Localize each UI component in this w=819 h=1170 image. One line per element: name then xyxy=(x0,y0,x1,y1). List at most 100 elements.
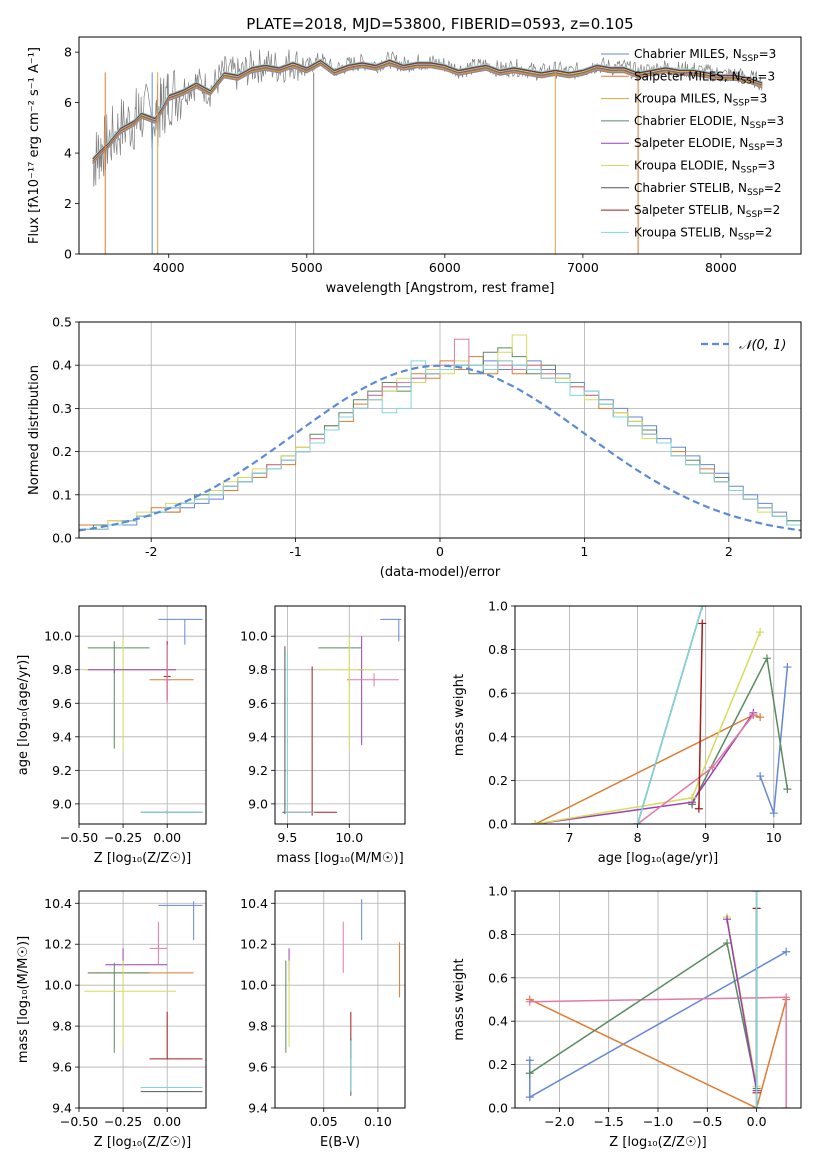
panel-age-vs-Z: −0.50 −0.25 0.00 9.0 9.2 9.4 9.6 9.8 10.0 Z [log₁… xyxy=(16,605,207,866)
legend-label: Chabrier MILES, NSSP=3 xyxy=(634,47,776,64)
y-tick-label: 9.6 xyxy=(248,696,268,711)
y-tick-label: 0.2 xyxy=(488,773,508,788)
panel-age-vs-mass: 9.5 10.0 9.0 9.2 9.4 9.6 9.8 10.0 mass [log₁₀(M/… xyxy=(240,605,406,866)
plot-area xyxy=(79,334,801,532)
y-tick-label: 9.4 xyxy=(248,1101,268,1116)
plot-area xyxy=(282,618,402,816)
weight-marker xyxy=(723,939,732,948)
weight-marker xyxy=(783,785,792,794)
weight-marker xyxy=(633,820,642,824)
y-tick-label: 9.0 xyxy=(248,796,268,811)
x-axis-label: wavelength [Angstrom, rest frame] xyxy=(326,281,555,296)
x-tick-label: 2 xyxy=(725,544,733,559)
legend-label: Salpeter ELODIE, NSSP=3 xyxy=(634,136,783,153)
spectrum-model-line xyxy=(92,59,763,159)
weight-marker xyxy=(531,820,540,824)
y-tick-label: 1.0 xyxy=(488,599,508,614)
y-tick-label: 9.4 xyxy=(52,729,72,744)
y-tick-label: 10.2 xyxy=(240,937,268,952)
weight-line xyxy=(726,919,758,1091)
y-tick-label: 10.4 xyxy=(44,896,72,911)
panel-weight-vs-Z: −2.0 −1.5 −1.0 −0.5 0.0 0.0 0.2 0.4 0.6 0.8 1.0 Z [… xyxy=(452,884,802,1150)
y-tick-label: 9.8 xyxy=(52,1019,72,1034)
y-tick-label: 6 xyxy=(64,95,72,110)
weight-marker xyxy=(525,1093,534,1102)
axes-frame xyxy=(78,321,802,539)
spectrum-model-line xyxy=(92,64,763,165)
plot-area xyxy=(525,891,791,1108)
histogram-step xyxy=(79,360,801,530)
plot-area xyxy=(84,618,203,814)
weight-line xyxy=(698,623,704,809)
weight-line xyxy=(636,606,704,824)
x-axis-label: Z [log₁₀(Z/Z☉)] xyxy=(94,851,191,866)
weight-marker xyxy=(698,606,707,610)
panel-spectrum: 4000 5000 6000 7000 8000 0 2 4 6 8 wavelength [Ang… xyxy=(27,36,802,296)
weight-marker xyxy=(756,772,765,781)
x-tick-label: 0.00 xyxy=(153,830,181,845)
x-tick-label: 10.0 xyxy=(335,830,363,845)
x-tick-label: −1.0 xyxy=(643,1114,673,1129)
y-tick-label: 10.0 xyxy=(44,629,72,644)
plot-area xyxy=(531,606,792,824)
weight-marker xyxy=(749,711,758,719)
weight-marker xyxy=(752,1104,761,1108)
x-axis-label: Z [log₁₀(Z/Z☉)] xyxy=(609,1135,706,1150)
weight-line xyxy=(529,998,787,1108)
x-tick-label: −0.25 xyxy=(104,1114,142,1129)
panel-mass-vs-EBV: 0.05 0.10 9.4 9.6 9.8 10.0 10.2 10.4 E(B-V) xyxy=(240,890,406,1150)
panel-mass-vs-Z: −0.50 −0.25 0.00 9.4 9.6 9.8 10.0 10.2 10.4 Z [lo… xyxy=(16,890,207,1150)
axes-frame xyxy=(78,890,207,1109)
legend-label: Chabrier STELIB, NSSP=2 xyxy=(634,181,782,198)
y-tick-label: 0.0 xyxy=(488,1101,508,1116)
x-tick-label: 5000 xyxy=(291,260,323,275)
y-tick-label: 10.4 xyxy=(240,896,268,911)
axes-frame xyxy=(274,890,406,1109)
x-tick-label: −2.0 xyxy=(544,1114,574,1129)
y-tick-label: 10.0 xyxy=(44,978,72,993)
x-tick-label: -2 xyxy=(145,544,157,559)
y-tick-label: 9.8 xyxy=(52,662,72,677)
x-tick-label: 9 xyxy=(702,830,710,845)
y-tick-label: 8 xyxy=(64,45,72,60)
y-tick-label: 0 xyxy=(64,247,72,262)
x-tick-label: 7 xyxy=(565,830,573,845)
x-axis-label: age [log₁₀(age/yr)] xyxy=(598,851,719,866)
weight-marker xyxy=(525,1069,534,1078)
y-tick-label: 0.1 xyxy=(52,487,72,502)
weight-marker xyxy=(756,628,765,637)
legend-label: Kroupa MILES, NSSP=3 xyxy=(634,92,767,109)
x-axis-label: (data-model)/error xyxy=(380,565,501,580)
x-tick-label: 10 xyxy=(766,830,782,845)
plot-area xyxy=(92,49,763,254)
y-tick-label: 0.6 xyxy=(488,970,508,985)
weight-marker xyxy=(782,947,791,956)
x-tick-label: −0.25 xyxy=(104,830,142,845)
x-tick-label: −1.5 xyxy=(594,1114,624,1129)
spectrum-model-line xyxy=(92,63,763,164)
panel-residuals: -2 -1 0 1 2 0.0 0.1 0.2 0.3 0.4 0.5 (data-model)/er… xyxy=(27,315,802,580)
weight-marker xyxy=(708,763,717,772)
y-tick-label: 9.6 xyxy=(52,696,72,711)
y-tick-label: 4 xyxy=(64,146,72,161)
weight-marker xyxy=(525,1056,534,1065)
legend-label: 𝒩(0, 1) xyxy=(739,338,786,353)
y-tick-label: 0.6 xyxy=(488,686,508,701)
figure-title: PLATE=2018, MJD=53800, FIBERID=0593, z=0… xyxy=(246,15,633,33)
y-axis-label: mass weight xyxy=(452,958,467,1040)
weight-marker xyxy=(782,1104,791,1108)
y-tick-label: 9.8 xyxy=(248,662,268,677)
y-tick-label: 9.4 xyxy=(248,729,268,744)
weight-marker xyxy=(782,993,791,1002)
y-tick-label: 0.2 xyxy=(488,1057,508,1072)
weight-marker xyxy=(762,654,771,663)
spectrum-model-line xyxy=(92,60,763,160)
y-tick-label: 0.8 xyxy=(488,642,508,657)
x-tick-label: 1 xyxy=(580,544,588,559)
x-tick-label: −0.5 xyxy=(692,1114,722,1129)
y-axis-label: Flux [fλ10⁻¹⁷ erg cm⁻² s⁻¹ A⁻¹] xyxy=(27,47,42,244)
x-tick-label: 0 xyxy=(436,544,444,559)
axes-frame xyxy=(274,605,406,825)
y-axis-label: Normed distribution xyxy=(27,365,42,495)
x-axis-label: E(B-V) xyxy=(320,1135,360,1150)
